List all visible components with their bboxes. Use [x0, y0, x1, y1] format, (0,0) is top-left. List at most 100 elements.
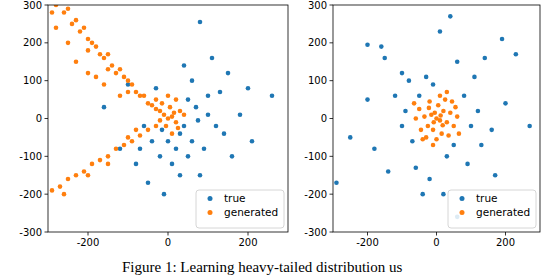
legend-box: [448, 190, 536, 228]
point: [118, 94, 123, 99]
x-tick: [367, 232, 368, 236]
x-tick: [248, 232, 249, 236]
point: [445, 90, 450, 95]
x-tick-label: 200: [496, 237, 515, 248]
legend-marker: [460, 210, 465, 215]
point: [118, 146, 123, 151]
point: [174, 97, 179, 102]
point: [66, 41, 71, 46]
series: [334, 14, 532, 219]
point: [154, 86, 159, 91]
x-tick-label: -200: [356, 237, 379, 248]
point: [210, 56, 215, 61]
point: [443, 97, 448, 102]
point: [469, 124, 474, 129]
point: [462, 94, 467, 99]
point: [162, 192, 167, 197]
point: [226, 71, 231, 76]
point: [158, 109, 163, 114]
point: [106, 52, 111, 57]
axes-frame: [333, 5, 540, 232]
point: [62, 192, 67, 197]
legend: truegenerated: [196, 190, 284, 228]
point: [438, 29, 443, 34]
point: [178, 109, 183, 114]
point: [493, 173, 498, 178]
point: [150, 139, 155, 144]
y-tick-label: 0: [36, 113, 42, 124]
series: [412, 90, 461, 148]
point: [158, 154, 163, 159]
point: [372, 146, 377, 151]
point: [414, 165, 419, 170]
point: [142, 124, 147, 129]
point: [431, 82, 436, 87]
point: [66, 177, 71, 182]
point: [457, 131, 462, 136]
point: [479, 143, 484, 148]
point: [74, 59, 79, 64]
point: [50, 188, 55, 193]
point: [410, 139, 415, 144]
point: [146, 128, 151, 133]
point: [246, 86, 251, 91]
points: [50, 5, 275, 196]
point: [438, 94, 443, 99]
x-tick: [168, 232, 169, 236]
point: [182, 112, 187, 117]
point: [114, 146, 119, 151]
point: [270, 94, 275, 99]
y-tick: [45, 232, 49, 233]
point: [98, 158, 103, 163]
y-tick-label: -100: [19, 151, 42, 162]
point: [154, 124, 159, 129]
point: [431, 143, 436, 148]
x-tick-label: 0: [165, 237, 171, 248]
point: [174, 120, 179, 125]
legend-label: true: [224, 192, 246, 204]
point: [106, 154, 111, 159]
point: [206, 94, 211, 99]
point: [86, 173, 91, 178]
point: [218, 90, 223, 95]
y-tick: [45, 42, 49, 43]
point: [178, 131, 183, 136]
point: [134, 128, 139, 133]
point: [455, 59, 460, 64]
y-tick: [330, 194, 334, 195]
point: [412, 101, 417, 106]
point: [500, 37, 505, 42]
point: [190, 139, 195, 144]
point: [118, 67, 123, 72]
point: [186, 97, 191, 102]
y-tick: [330, 118, 334, 119]
y-tick-label: -300: [304, 227, 327, 238]
point: [379, 44, 384, 49]
x-tick-label: -200: [77, 237, 100, 248]
point: [438, 113, 443, 118]
y-tick: [330, 232, 334, 233]
point: [142, 94, 147, 99]
point: [166, 116, 171, 121]
point: [166, 139, 171, 144]
point: [160, 128, 165, 133]
point: [422, 114, 427, 119]
point: [438, 118, 443, 123]
point: [74, 18, 79, 23]
point: [202, 146, 207, 151]
y-tick-label: -200: [304, 189, 327, 200]
legend-marker: [208, 196, 213, 201]
point: [190, 78, 195, 83]
y-tick-label: 100: [308, 75, 327, 86]
point: [102, 82, 107, 87]
point: [206, 112, 211, 117]
point: [417, 94, 422, 99]
point: [426, 124, 431, 129]
series: [102, 20, 275, 197]
point: [130, 139, 135, 144]
y-tick: [330, 156, 334, 157]
point: [110, 63, 115, 68]
figure: -2000200-300-200-1000100200300truegenera…: [0, 0, 544, 280]
point: [238, 112, 243, 117]
point: [106, 67, 111, 72]
